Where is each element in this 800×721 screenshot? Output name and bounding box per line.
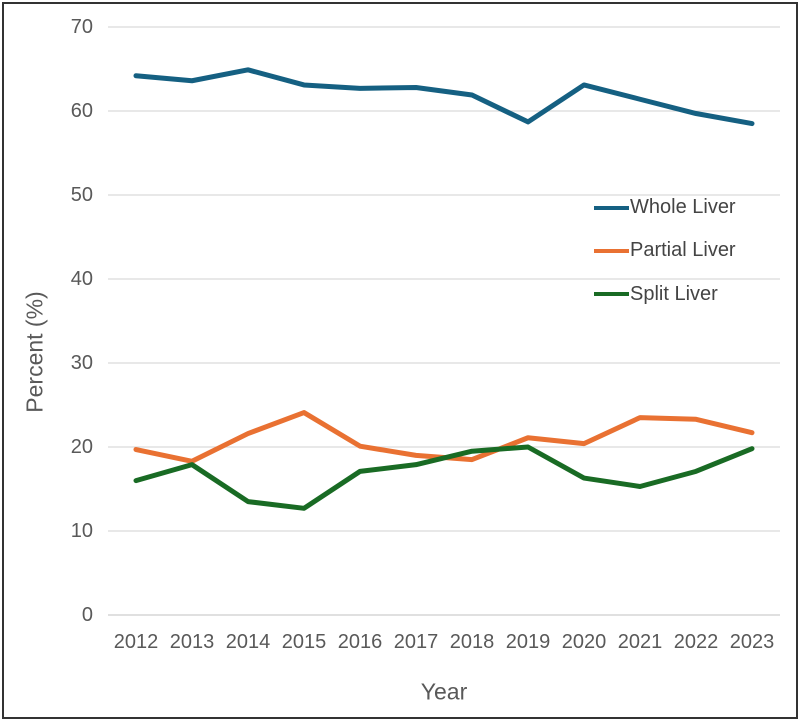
legend-line-swatch-partial-liver	[594, 248, 629, 253]
x-tick-label-2019: 2019	[506, 631, 551, 653]
y-tick-label-70: 70	[71, 16, 93, 38]
legend-item-split-liver: Split Liver	[594, 273, 736, 316]
y-axis-title: Percent (%)	[21, 291, 48, 413]
legend-label-split-liver: Split Liver	[630, 282, 718, 305]
x-tick-label-2013: 2013	[170, 631, 215, 653]
x-tick-label-2016: 2016	[338, 631, 383, 653]
x-tick-label-2018: 2018	[450, 631, 495, 653]
y-tick-label-20: 20	[71, 436, 93, 458]
series-line-whole-liver	[133, 67, 755, 127]
legend: Whole Liver Partial Liver Split Liver	[594, 186, 736, 316]
series-line-split-liver	[133, 444, 755, 511]
x-tick-label-2022: 2022	[674, 631, 719, 653]
y-tick-label-30: 30	[71, 352, 93, 374]
x-tick-label-2014: 2014	[226, 631, 271, 653]
legend-label-whole-liver: Whole Liver	[630, 196, 736, 219]
x-tick-label-2023: 2023	[730, 631, 775, 653]
x-axis-title: Year	[420, 678, 468, 705]
legend-line-swatch-whole-liver	[594, 205, 629, 210]
x-tick-label-2021: 2021	[618, 631, 663, 653]
x-tick-label-2012: 2012	[114, 631, 159, 653]
y-tick-label-40: 40	[71, 268, 93, 290]
legend-line-swatch-split-liver	[594, 292, 629, 297]
y-tick-label-50: 50	[71, 184, 93, 206]
y-tick-label-60: 60	[71, 100, 93, 122]
series-line-partial-liver	[133, 410, 755, 464]
legend-label-partial-liver: Partial Liver	[630, 239, 736, 262]
y-tick-label-10: 10	[71, 520, 93, 542]
x-tick-label-2017: 2017	[394, 631, 439, 653]
x-tick-label-2015: 2015	[282, 631, 327, 653]
y-tick-label-0: 0	[82, 604, 93, 626]
legend-item-partial-liver: Partial Liver	[594, 229, 736, 272]
x-tick-label-2020: 2020	[562, 631, 607, 653]
legend-item-whole-liver: Whole Liver	[594, 186, 736, 229]
